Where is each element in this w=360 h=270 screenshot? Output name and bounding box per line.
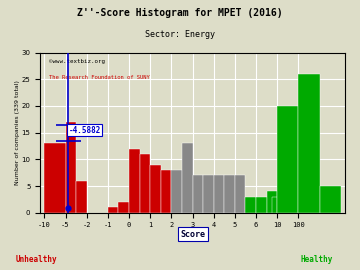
Bar [76, 181, 87, 213]
Text: ©www.textbiz.org: ©www.textbiz.org [49, 59, 105, 64]
Bar [161, 170, 171, 213]
Y-axis label: Number of companies (339 total): Number of companies (339 total) [15, 80, 20, 185]
Bar [182, 143, 193, 213]
Text: Unhealthy: Unhealthy [15, 255, 57, 264]
Bar [235, 175, 246, 213]
Bar [150, 165, 161, 213]
Bar [203, 175, 214, 213]
Text: The Research Foundation of SUNY: The Research Foundation of SUNY [49, 75, 150, 80]
Bar [118, 202, 129, 213]
Bar [214, 175, 224, 213]
Text: Healthy: Healthy [301, 255, 333, 264]
Text: Z''-Score Histogram for MPET (2016): Z''-Score Histogram for MPET (2016) [77, 8, 283, 18]
Bar [224, 175, 235, 213]
X-axis label: Score: Score [180, 230, 205, 239]
Bar [140, 154, 150, 213]
Bar [129, 149, 140, 213]
Bar [171, 170, 182, 213]
Bar [272, 197, 277, 213]
Bar [193, 175, 203, 213]
Text: Sector: Energy: Sector: Energy [145, 30, 215, 39]
Bar [108, 207, 118, 213]
Bar [267, 191, 277, 213]
Bar [66, 122, 76, 213]
Bar [277, 106, 298, 213]
Bar [246, 197, 256, 213]
Text: -4.5882: -4.5882 [68, 126, 101, 135]
Bar [44, 143, 66, 213]
Bar [256, 197, 267, 213]
Bar [320, 186, 341, 213]
Bar [298, 74, 320, 213]
